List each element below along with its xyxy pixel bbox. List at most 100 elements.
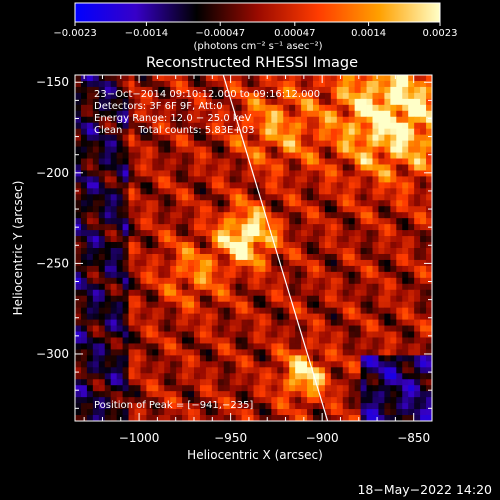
heatmap-cell [188,313,195,320]
heatmap-cell [116,230,123,237]
heatmap-cell [152,236,159,243]
heatmap-cell [318,271,326,279]
heatmap-cell [324,331,332,338]
heatmap-cell [318,313,326,320]
heatmap-cell [289,242,296,249]
heatmap-cell [128,236,135,243]
heatmap-cell [378,277,385,285]
heatmap-cell [360,164,367,171]
heatmap-cell [324,200,332,207]
heatmap-cell [158,337,165,344]
heatmap-cell [140,319,147,326]
heatmap-cell [140,385,147,392]
heatmap-cell [104,349,112,356]
heatmap-cell [164,164,171,171]
heatmap-cell [104,271,112,279]
heatmap-cell [378,194,385,201]
heatmap-cell [384,194,391,201]
heatmap-cell [313,218,320,225]
heatmap-cell [396,265,403,273]
heatmap-cell [277,349,284,356]
heatmap-cell [348,158,356,165]
heatmap-cell [318,146,326,153]
heatmap-cell [182,206,189,213]
heatmap-cell [396,92,403,100]
heatmap-cell [170,385,177,392]
heatmap-cell [396,397,403,404]
colorbar-tick-label: −0.0014 [125,28,168,39]
heatmap-cell [259,385,266,392]
heatmap-cell [182,307,189,315]
heatmap-cell [307,271,314,279]
heatmap-cell [378,236,385,243]
heatmap-cell [366,379,373,386]
heatmap-cell [366,295,373,303]
heatmap-cell [176,319,183,326]
heatmap-cell [301,182,308,189]
heatmap-cell [247,134,254,142]
heatmap-cell [324,146,332,153]
heatmap-cell [199,277,207,285]
heatmap-cell [128,361,135,368]
heatmap-cell [134,164,141,171]
heatmap-cell [217,355,225,362]
heatmap-cell [152,146,159,153]
heatmap-cell [390,212,397,219]
heatmap-cell [342,176,350,183]
heatmap-cell [408,104,415,112]
heatmap-cell [354,146,361,153]
heatmap-cell [360,385,367,392]
heatmap-cell [313,265,320,273]
heatmap-cell [211,337,219,344]
heatmap-cell [134,248,141,255]
heatmap-cell [86,182,94,189]
heatmap-cell [80,104,88,112]
heatmap-cell [372,200,379,207]
heatmap-cell [396,283,403,291]
heatmap-cell [199,349,207,356]
heatmap-cell [318,361,326,368]
heatmap-cell [366,242,373,249]
heatmap-cell [134,307,141,315]
heatmap-cell [86,188,94,195]
heatmap-cell [330,289,338,297]
heatmap-cell [426,158,432,165]
heatmap-cell [104,122,112,130]
heatmap-cell [247,409,254,416]
heatmap-cell [211,218,219,225]
heatmap-cell [295,92,302,100]
heatmap-cell [307,253,314,261]
heatmap-cell [318,86,326,94]
heatmap-cell [182,373,189,380]
heatmap-cell [354,283,361,291]
heatmap-cell [372,409,379,416]
heatmap-cell [360,343,367,350]
heatmap-cell [283,367,290,374]
heatmap-cell [104,86,112,94]
heatmap-cell [360,379,367,386]
heatmap-cell [265,289,272,297]
heatmap-cell [116,313,123,320]
heatmap-cell [354,236,361,243]
heatmap-cell [307,164,314,171]
heatmap-cell [354,391,361,398]
heatmap-cell [152,224,159,231]
heatmap-cell [211,343,219,350]
heatmap-cell [92,289,100,297]
heatmap-cell [402,367,409,374]
heatmap-cell [122,277,129,285]
heatmap-cell [301,80,308,88]
heatmap-cell [134,367,141,374]
heatmap-cell [211,224,219,231]
heatmap-cell [342,397,350,404]
heatmap-cell [92,170,100,177]
heatmap-cell [301,236,308,243]
heatmap-cell [277,361,284,368]
heatmap-cell [318,140,326,147]
heatmap-cell [104,319,112,326]
heatmap-cell [253,397,260,404]
heatmap-cell [223,265,231,273]
heatmap-cell [366,98,373,106]
heatmap-cell [223,206,231,213]
heatmap-cell [98,397,106,404]
